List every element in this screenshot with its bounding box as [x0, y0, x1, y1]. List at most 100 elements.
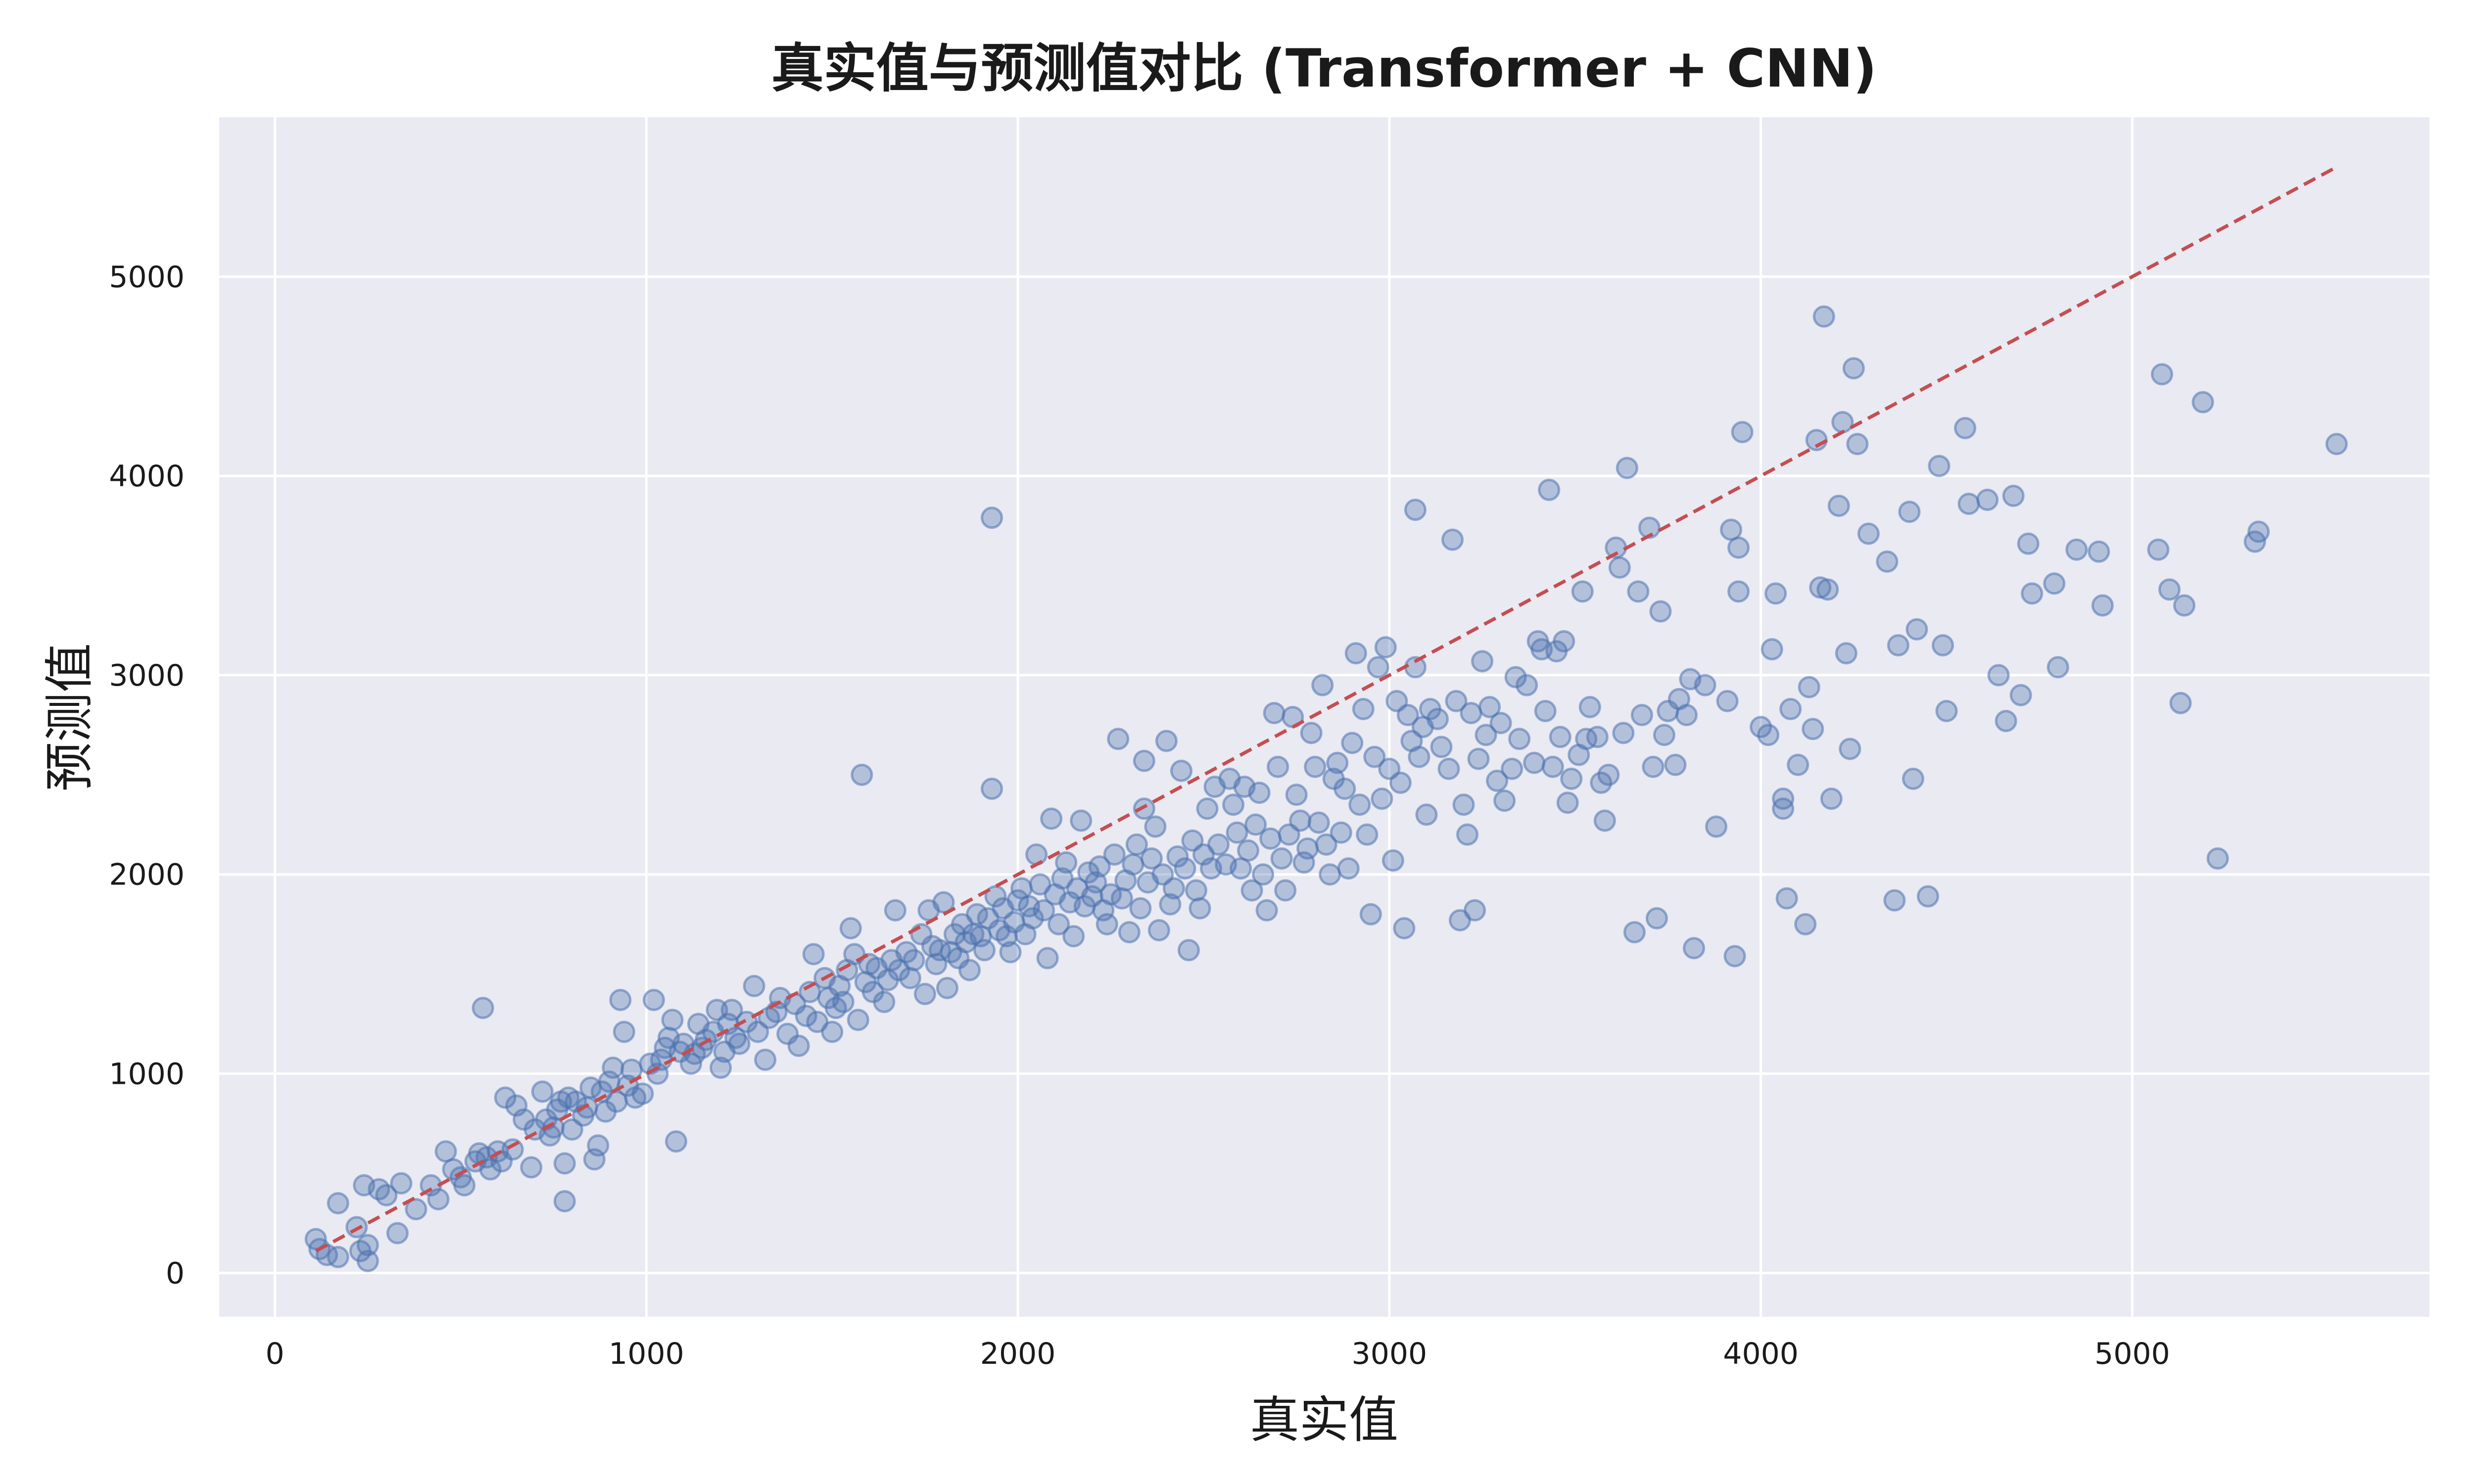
- data-point: [1578, 696, 1601, 718]
- data-point: [1415, 803, 1438, 826]
- data-point: [1389, 771, 1412, 794]
- data-point: [1553, 630, 1575, 652]
- data-point: [1593, 809, 1616, 832]
- x-tick-labels: 0 1000 2000 3000 4000 5000: [266, 1337, 2170, 1371]
- data-point: [1887, 634, 1909, 656]
- y-tick-label: 3000: [109, 658, 185, 693]
- data-point: [1125, 833, 1148, 856]
- data-point: [1330, 821, 1352, 844]
- data-point: [1456, 823, 1479, 846]
- data-point: [386, 1222, 409, 1245]
- data-point: [1779, 697, 1802, 720]
- y-axis-label: 预测值: [41, 643, 98, 791]
- data-point: [2169, 692, 2192, 714]
- data-point: [1244, 813, 1267, 836]
- data-point: [1731, 420, 1754, 443]
- data-point: [1129, 897, 1152, 920]
- y-tick-label: 1000: [109, 1057, 185, 1092]
- data-point: [884, 899, 906, 922]
- data-point: [1898, 501, 1921, 523]
- data-point: [873, 991, 896, 1014]
- data-point: [602, 1056, 624, 1079]
- data-point: [754, 1048, 777, 1071]
- data-point: [1508, 728, 1531, 750]
- data-point: [851, 763, 873, 786]
- data-point: [1538, 478, 1561, 501]
- data-point: [1957, 492, 1980, 515]
- data-point: [2009, 684, 2032, 706]
- data-point: [1333, 778, 1356, 800]
- data-point: [553, 1152, 576, 1175]
- data-point: [1307, 811, 1330, 834]
- data-point: [1802, 718, 1824, 741]
- data-point: [375, 1184, 398, 1206]
- data-point: [1144, 815, 1167, 838]
- data-point: [531, 1080, 554, 1103]
- data-point: [327, 1246, 349, 1268]
- data-point: [345, 1216, 368, 1239]
- data-point: [1627, 580, 1650, 603]
- data-point: [1133, 797, 1155, 820]
- data-point: [553, 1190, 576, 1212]
- data-point: [1363, 745, 1386, 768]
- data-point: [1326, 751, 1349, 774]
- data-point: [1103, 843, 1126, 866]
- data-point: [1133, 749, 1155, 772]
- data-point: [1110, 887, 1133, 910]
- data-point: [1516, 674, 1538, 696]
- data-point: [501, 1138, 524, 1161]
- data-point: [1501, 757, 1523, 780]
- data-point: [1240, 879, 1263, 902]
- data-point: [1794, 913, 1817, 935]
- data-point: [1404, 499, 1427, 521]
- data-point: [1147, 919, 1170, 942]
- x-tick-label: 5000: [2094, 1337, 2170, 1371]
- data-point: [1471, 650, 1494, 673]
- y-tick-label: 2000: [109, 858, 185, 892]
- data-point: [1623, 921, 1646, 944]
- data-point: [1296, 837, 1319, 860]
- data-point: [1393, 917, 1416, 939]
- data-point: [839, 917, 862, 939]
- data-point: [1716, 690, 1739, 712]
- data-point: [1352, 697, 1375, 720]
- data-point: [405, 1198, 428, 1220]
- data-point: [1070, 809, 1093, 832]
- data-point: [1237, 839, 1260, 862]
- data-points: [304, 305, 2348, 1272]
- data-point: [1987, 664, 2010, 687]
- data-point: [981, 507, 1003, 529]
- data-point: [1036, 947, 1059, 970]
- data-point: [1408, 745, 1430, 768]
- data-point: [1381, 849, 1404, 872]
- data-point: [1812, 305, 1835, 328]
- data-point: [1437, 757, 1460, 780]
- data-point: [494, 1086, 517, 1109]
- data-point: [1170, 759, 1192, 782]
- data-point: [1047, 913, 1070, 935]
- data-point: [1935, 699, 1958, 722]
- data-point: [1612, 722, 1635, 744]
- data-point: [1541, 755, 1564, 778]
- y-gridlines: [219, 275, 2429, 1274]
- data-point: [1493, 789, 1516, 812]
- data-point: [2206, 847, 2229, 870]
- data-point: [795, 1005, 817, 1027]
- data-point: [1189, 897, 1211, 920]
- data-point: [1337, 857, 1360, 880]
- data-point: [472, 997, 494, 1020]
- data-point: [1928, 455, 1951, 477]
- data-point: [1486, 769, 1509, 792]
- data-point: [1995, 710, 2017, 733]
- data-point: [802, 943, 825, 966]
- data-point: [1630, 703, 1653, 726]
- data-point: [1694, 674, 1716, 696]
- y-tick-label: 4000: [109, 459, 185, 494]
- data-point: [1827, 495, 1850, 517]
- data-point: [1344, 642, 1367, 665]
- data-point: [453, 1174, 476, 1197]
- data-point: [1683, 937, 1706, 960]
- data-point: [981, 778, 1003, 800]
- data-point: [1760, 638, 1783, 661]
- data-point: [903, 949, 925, 972]
